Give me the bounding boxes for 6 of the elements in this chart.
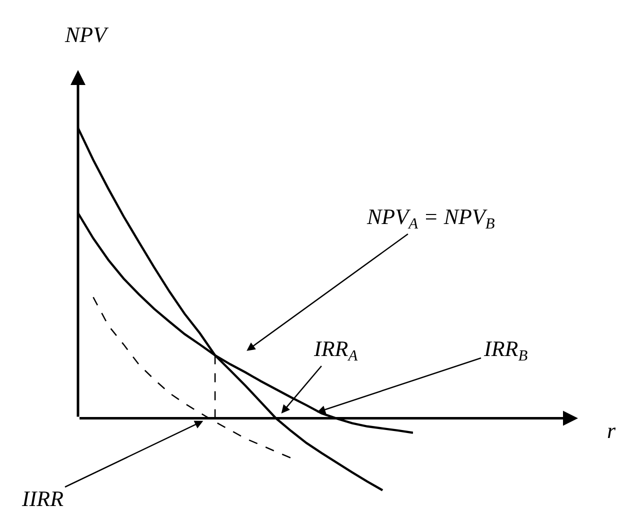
annotation: NPV$_{A}$ = NPV$_{B}$ — [366, 204, 496, 233]
y-axis-title: NPV — [64, 22, 110, 47]
annotation: IRR$_{A}$ — [313, 336, 358, 365]
text: r — [607, 418, 616, 443]
text: IIRR — [21, 486, 64, 511]
text: IRR$_{B}$ — [483, 336, 528, 365]
